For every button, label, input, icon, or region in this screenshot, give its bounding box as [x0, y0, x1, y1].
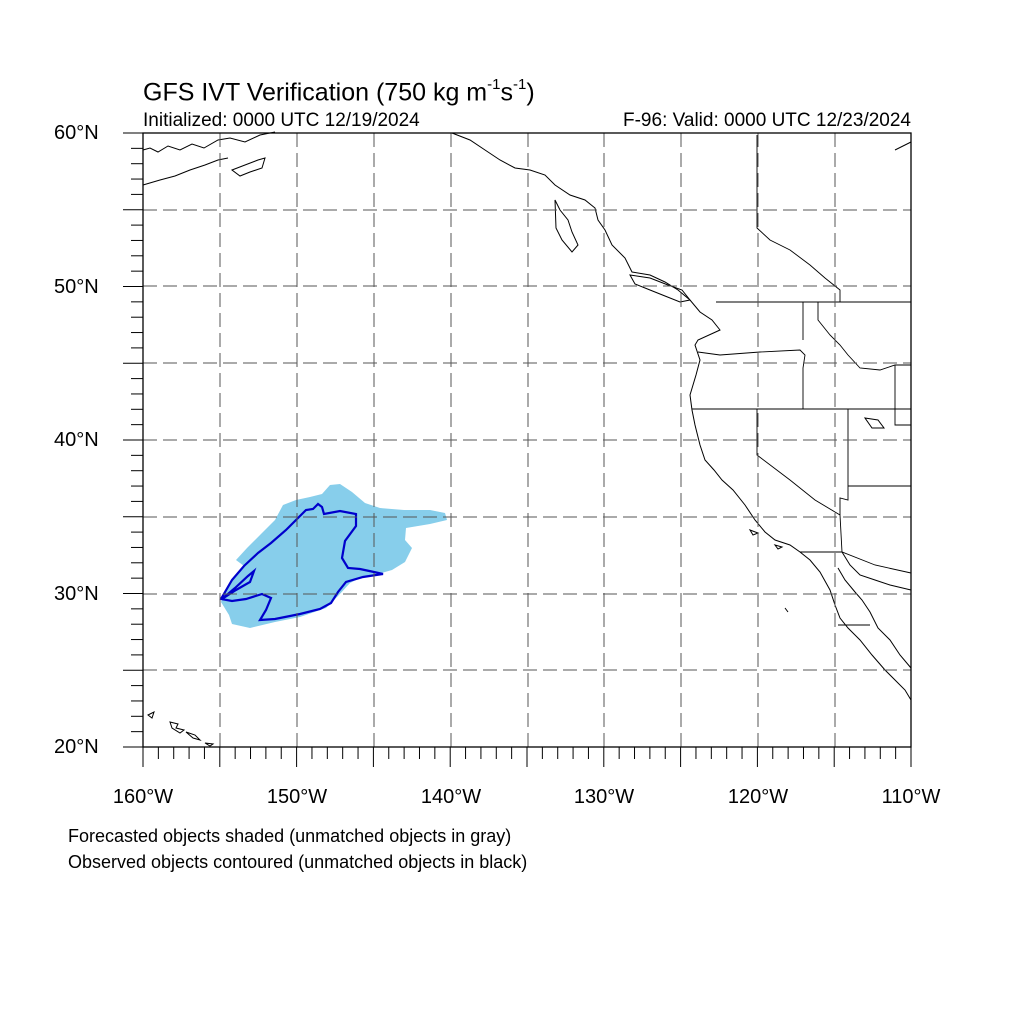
lon-label-160w: 160°W — [112, 786, 174, 808]
observed-object-contour — [219, 502, 384, 622]
valid-time-label: F-96: Valid: 0000 UTC 12/23/2024 — [623, 110, 911, 131]
lat-label-40n: 40°N — [54, 429, 99, 451]
lon-label-120w: 120°W — [727, 786, 789, 808]
forecast-object-shade — [221, 484, 447, 628]
initialized-label: Initialized: 0000 UTC 12/19/2024 — [143, 110, 420, 131]
axis-ticks — [123, 132, 912, 767]
coastlines — [142, 131, 912, 747]
lon-label-130w: 130°W — [573, 786, 635, 808]
note-forecast: Forecasted objects shaded (unmatched obj… — [68, 826, 512, 846]
chart-title: GFS IVT Verification (750 kg m-1s-1) — [143, 76, 535, 107]
lat-label-60n: 60°N — [54, 122, 99, 144]
lat-label-50n: 50°N — [54, 276, 99, 298]
lat-label-30n: 30°N — [54, 583, 99, 605]
grid-lines — [143, 133, 911, 747]
lon-label-140w: 140°W — [420, 786, 482, 808]
lat-label-20n: 20°N — [54, 736, 99, 758]
lon-label-110w: 110°W — [881, 786, 941, 808]
note-observed: Observed objects contoured (unmatched ob… — [68, 852, 528, 872]
state-borders — [692, 135, 912, 626]
lon-label-150w: 150°W — [266, 786, 328, 808]
